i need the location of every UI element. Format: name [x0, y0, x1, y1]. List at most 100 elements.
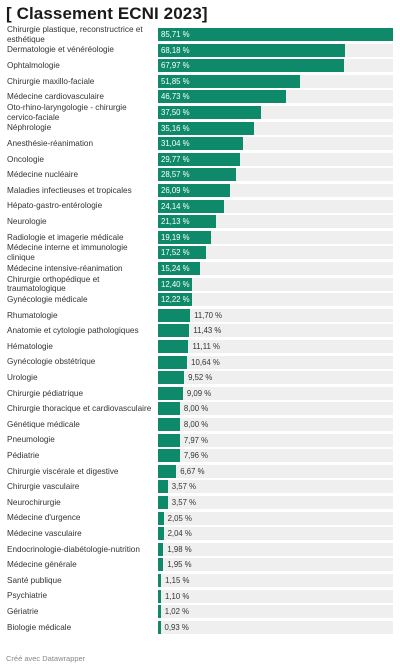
value-label: 11,43 %: [193, 326, 222, 336]
bar-track: 46,73 %: [158, 90, 393, 104]
bar[interactable]: [158, 480, 168, 494]
bar[interactable]: [158, 277, 192, 291]
bar[interactable]: [158, 293, 192, 307]
bar[interactable]: [158, 137, 244, 151]
value-label: 12,22 %: [161, 295, 190, 305]
bar[interactable]: [158, 558, 164, 572]
category-label: Pédiatrie: [7, 450, 40, 460]
bar[interactable]: [158, 324, 190, 338]
bar[interactable]: [158, 230, 211, 244]
category-label: Chirurgie vasculaire: [7, 482, 80, 492]
value-label: 31,04 %: [161, 139, 190, 149]
value-label: 11,11 %: [192, 342, 220, 351]
category-label: Neurologie: [7, 216, 47, 226]
bar-track: 37,50 %: [158, 106, 393, 119]
category-label: Endocrinologie-diabétologie-nutrition: [7, 544, 140, 554]
bar[interactable]: [158, 184, 230, 197]
value-label: 11,70 %: [194, 310, 223, 320]
bar[interactable]: [158, 605, 161, 619]
value-label: 85,71 %: [161, 30, 190, 39]
bar[interactable]: [158, 121, 255, 135]
value-label: 6,67 %: [180, 466, 205, 476]
bar[interactable]: [158, 620, 161, 634]
category-label: Médecine générale: [7, 560, 77, 570]
bar-track: 6,67 %: [158, 464, 393, 478]
value-label: 3,57 %: [171, 482, 197, 492]
value-label: 1,95 %: [167, 560, 192, 570]
bar-track: 1,10 %: [158, 589, 393, 603]
bar[interactable]: [158, 59, 345, 73]
value-label: 46,73 %: [161, 92, 190, 102]
bar-track: 7,96 %: [158, 449, 393, 463]
bar[interactable]: [158, 199, 225, 213]
value-label: 7,97 %: [183, 435, 209, 445]
category-label: Chirurgie pédiatrique: [7, 388, 84, 398]
bar[interactable]: [158, 43, 345, 57]
category-label: Ophtalmologie: [7, 60, 60, 70]
bar[interactable]: [158, 574, 162, 587]
bar-track: 11,11 %: [158, 340, 393, 353]
bar[interactable]: [158, 542, 164, 556]
bar-track: 21,13 %: [158, 215, 393, 229]
bar-track: 10,64 %: [158, 355, 393, 369]
footer-credit[interactable]: Créé avec Datawrapper: [6, 654, 86, 663]
category-label: Chirurgie plastique, reconstructrice et …: [7, 25, 143, 44]
value-label: 3,57 %: [171, 498, 197, 507]
category-label: Médecine cardiovasculaire: [7, 92, 104, 102]
bar-track: 35,16 %: [158, 121, 393, 135]
bar[interactable]: [158, 215, 216, 229]
bar[interactable]: [158, 262, 200, 275]
bar-track: 2,05 %: [158, 511, 393, 525]
bar-track: 17,52 %: [158, 246, 393, 260]
category-label: Urologie: [7, 372, 38, 382]
value-label: 68,18 %: [161, 45, 190, 55]
category-label: Maladies infectieuses et tropicales: [7, 185, 132, 195]
bar[interactable]: [158, 589, 162, 603]
value-label: 26,09 %: [161, 186, 190, 195]
category-label: Rhumatologie: [7, 310, 58, 320]
bar[interactable]: [158, 308, 191, 322]
category-label: Médecine d'urgence: [7, 513, 81, 523]
bar[interactable]: [158, 28, 393, 41]
bar[interactable]: [158, 464, 177, 478]
value-label: 1,02 %: [164, 607, 190, 617]
bar-track: 29,77 %: [158, 152, 393, 166]
bar[interactable]: [158, 106, 261, 119]
category-label: Pneumologie: [7, 435, 55, 445]
category-label: Anatomie et cytologie pathologiques: [7, 326, 139, 336]
category-label: Médecine nucléaire: [7, 170, 79, 180]
bar[interactable]: [158, 152, 240, 166]
chart-title: [ Classement ECNI 2023]: [6, 4, 208, 23]
category-label: Gynécologie obstétrique: [7, 357, 96, 367]
bar[interactable]: [158, 449, 180, 463]
bar[interactable]: [158, 371, 185, 385]
bar[interactable]: [158, 496, 168, 509]
category-label: Chirurgie thoracique et cardiovasculaire: [7, 404, 152, 414]
value-label: 35,16 %: [161, 123, 190, 133]
value-label: 24,14 %: [161, 201, 190, 211]
value-label: 8,00 %: [183, 404, 209, 414]
bar[interactable]: [158, 168, 237, 182]
bar[interactable]: [158, 340, 189, 353]
value-label: 28,57 %: [161, 170, 190, 180]
value-label: 2,05 %: [167, 513, 192, 523]
bar-track: 12,40 %: [158, 277, 393, 291]
bar-track: 11,43 %: [158, 324, 393, 338]
bar[interactable]: [158, 90, 287, 104]
value-label: 9,52 %: [188, 373, 213, 383]
bar-track: 3,57 %: [158, 480, 393, 494]
bar[interactable]: [158, 246, 207, 260]
bar[interactable]: [158, 386, 183, 400]
value-label: 19,19 %: [161, 232, 190, 242]
bar-chart: Chirurgie plastique, reconstructrice et …: [0, 25, 400, 648]
category-label: Dermatologie et vénéréologie: [7, 45, 114, 55]
bar-track: 7,97 %: [158, 433, 393, 447]
bar[interactable]: [158, 511, 164, 525]
bar[interactable]: [158, 433, 180, 447]
bar[interactable]: [158, 355, 188, 369]
bar[interactable]: [158, 527, 164, 541]
bar[interactable]: [158, 402, 180, 416]
bar[interactable]: [158, 418, 180, 431]
bar[interactable]: [158, 74, 301, 88]
category-label: Oto-rhino-laryngologie - chirurgie cervi…: [7, 103, 127, 122]
